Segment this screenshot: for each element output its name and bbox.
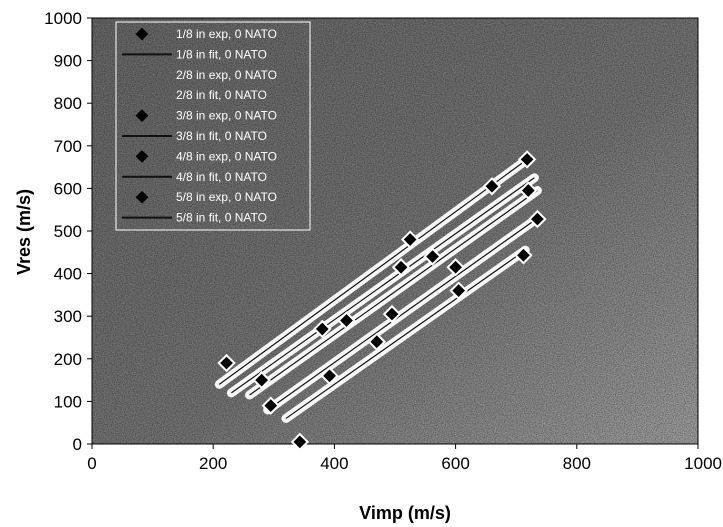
legend: 1/8 in exp, 0 NATO 1/8 in fit, 0 NATO 2/8 … (115, 21, 311, 231)
data-point (403, 233, 417, 246)
legend-label: 3/8 in fit, 0 NATO (176, 129, 267, 143)
y-tick-label: 700 (54, 137, 82, 156)
data-point (449, 260, 462, 274)
y-tick-label: 800 (54, 94, 82, 113)
plot-area (91, 17, 699, 445)
legend-label: 4/8 in fit, 0 NATO (176, 170, 267, 184)
y-tick-label: 100 (54, 392, 82, 411)
y-tick-label: 200 (54, 350, 82, 369)
data-point (315, 322, 329, 336)
data-point (394, 260, 408, 274)
x-tick-label: 600 (441, 454, 469, 473)
data-point (452, 284, 465, 298)
x-tick-label: 0 (87, 454, 96, 473)
fit-line (249, 190, 538, 396)
legend-label: 3/8 in exp, 0 NATO (176, 109, 277, 123)
legend-label: 4/8 in exp, 0 NATO (176, 149, 277, 163)
legend-label: 1/8 in fit, 0 NATO (176, 47, 267, 61)
fit-lines (214, 154, 542, 423)
legend-label: 2/8 in exp, 0 NATO (176, 68, 277, 82)
x-tick-label: 400 (320, 454, 348, 473)
legend-marker (135, 27, 149, 41)
fit-line (285, 249, 526, 419)
x-axis-title: Vimp (m/s) (359, 503, 451, 523)
legend-marker (135, 109, 149, 122)
legend-label: 1/8 in exp, 0 NATO (176, 27, 277, 41)
data-point (370, 335, 384, 349)
data-point (264, 399, 278, 413)
data-point (340, 314, 353, 327)
fit-line (218, 158, 529, 385)
y-tick-label: 500 (54, 222, 82, 241)
y-axis-title: Vres (m/s) (14, 189, 34, 275)
legend-label: 2/8 in fit, 0 NATO (176, 88, 267, 102)
y-tick-label: 1000 (44, 9, 82, 28)
data-point (255, 373, 269, 387)
x-tick-label: 800 (563, 454, 591, 473)
legend-frame (115, 21, 311, 231)
legend-label: 5/8 in fit, 0 NATO (176, 211, 267, 225)
data-point (485, 179, 499, 193)
fit-line (267, 217, 538, 411)
legend-marker (135, 190, 149, 204)
y-tick-label: 400 (54, 265, 82, 284)
axes: 0 100 200 300 400 500 600 700 800 900 1000 0 200 400 6… (44, 9, 722, 473)
data-point (220, 356, 233, 370)
data-point (385, 307, 399, 321)
legend-marker (135, 150, 149, 163)
y-tick-label: 0 (73, 435, 82, 454)
x-tick-label: 1000 (684, 454, 722, 473)
data-point (323, 369, 336, 383)
fit-line (231, 177, 535, 394)
y-tick-label: 300 (54, 307, 82, 326)
y-tick-label: 900 (54, 52, 82, 71)
data-point (426, 250, 439, 263)
data-markers (217, 150, 547, 452)
legend-label: 5/8 in exp, 0 NATO (176, 190, 277, 204)
x-tick-label: 200 (199, 454, 227, 473)
data-point (293, 435, 307, 449)
y-tick-label: 600 (54, 179, 82, 198)
